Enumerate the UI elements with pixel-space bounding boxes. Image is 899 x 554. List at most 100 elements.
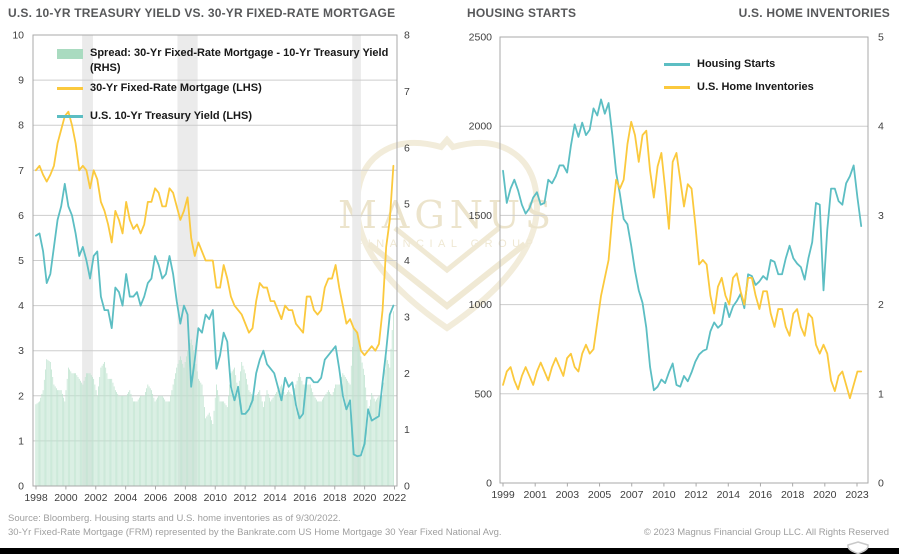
legend-label-spread: Spread: 30-Yr Fixed-Rate Mortgage - 10-Y… (90, 47, 389, 74)
series-line-2 (34, 182, 395, 458)
left-axis-labels: 0 500 1000 1500 2000 2500 (469, 32, 493, 490)
svg-text:4: 4 (404, 255, 410, 267)
svg-text:8: 8 (18, 120, 24, 132)
legend-label-housing-starts: Housing Starts (697, 58, 776, 70)
legend-label-inventories: U.S. Home Inventories (697, 81, 814, 93)
svg-text:2016: 2016 (293, 492, 317, 504)
svg-text:6: 6 (18, 210, 24, 222)
legend-item-housing-starts: Housing Starts (664, 57, 814, 72)
legend-item-spread: Spread: 30-Yr Fixed-Rate Mortgage - 10-Y… (57, 46, 409, 76)
housing-starts-inventories-chart: 0 500 1000 1500 2000 2500 0 1 2 3 4 5 1999 2001 2003 20… (469, 32, 884, 502)
inventories-swatch-icon (664, 86, 690, 89)
svg-text:2003: 2003 (556, 489, 580, 501)
svg-text:2: 2 (404, 368, 410, 380)
shield-outline (353, 135, 541, 332)
svg-text:1999: 1999 (491, 489, 515, 501)
svg-text:0: 0 (18, 481, 24, 493)
right-chart-title-left: HOUSING STARTS (467, 6, 577, 20)
legend-item-mortgage: 30-Yr Fixed-Rate Mortgage (LHS) (57, 81, 409, 96)
svg-text:2020: 2020 (353, 492, 377, 504)
svg-text:7: 7 (18, 165, 24, 177)
svg-text:2002: 2002 (84, 492, 108, 504)
svg-text:1: 1 (18, 435, 24, 447)
svg-text:2014: 2014 (717, 489, 741, 501)
source-note-line1: Source: Bloomberg. Housing starts and U.… (8, 513, 341, 524)
svg-text:2012: 2012 (233, 492, 257, 504)
svg-text:4: 4 (18, 300, 24, 312)
svg-text:1: 1 (404, 424, 410, 436)
svg-text:1: 1 (878, 388, 884, 400)
svg-text:2020: 2020 (813, 489, 837, 501)
svg-text:2006: 2006 (144, 492, 168, 504)
source-note-line2: 30-Yr Fixed-Rate Mortgage (FRM) represen… (8, 527, 502, 538)
svg-text:2008: 2008 (174, 492, 198, 504)
svg-text:5: 5 (404, 199, 410, 211)
svg-text:0: 0 (878, 478, 884, 490)
svg-text:2001: 2001 (524, 489, 548, 501)
svg-text:500: 500 (474, 388, 492, 400)
left-chart-title: U.S. 10-YR TREASURY YIELD VS. 30-YR FIXE… (8, 6, 396, 20)
spread-bars (35, 311, 394, 486)
copyright-note: © 2023 Magnus Financial Group LLC. All R… (643, 527, 889, 538)
svg-text:2014: 2014 (263, 492, 287, 504)
series-line-1 (502, 120, 863, 400)
right-axis-labels: 0 1 2 3 4 5 6 7 8 (404, 30, 410, 493)
svg-text:5: 5 (18, 255, 24, 267)
treasury-swatch-icon (57, 115, 83, 118)
svg-text:6: 6 (404, 142, 410, 154)
svg-text:0: 0 (404, 481, 410, 493)
right-chart-legend: Housing Starts U.S. Home Inventories (664, 57, 814, 103)
shield-chevron (367, 241, 527, 310)
svg-text:3: 3 (878, 210, 884, 222)
svg-text:2023: 2023 (845, 489, 869, 501)
svg-text:2012: 2012 (684, 489, 708, 501)
svg-text:0: 0 (486, 478, 492, 490)
svg-text:2: 2 (18, 390, 24, 402)
series-line-0 (502, 98, 863, 392)
svg-text:1998: 1998 (24, 492, 48, 504)
svg-text:4: 4 (878, 121, 884, 133)
svg-text:7: 7 (404, 86, 410, 98)
svg-text:2010: 2010 (652, 489, 676, 501)
svg-text:2500: 2500 (469, 32, 493, 44)
svg-text:2018: 2018 (781, 489, 805, 501)
shield-chevron-inner (393, 226, 501, 274)
treasury-vs-mortgage-chart: 0 1 2 3 4 5 6 7 8 9 10 0 1 2 3 4 5 6 7 8 1998 2000 2002 2004 200… (12, 30, 410, 505)
left-chart-legend: Spread: 30-Yr Fixed-Rate Mortgage - 10-Y… (57, 46, 409, 129)
svg-text:2: 2 (878, 299, 884, 311)
series-line-1 (34, 110, 395, 357)
plot-border (499, 36, 869, 484)
svg-text:2022: 2022 (383, 492, 407, 504)
svg-text:2005: 2005 (588, 489, 612, 501)
svg-text:1000: 1000 (469, 299, 493, 311)
right-axis-labels: 0 1 2 3 4 5 (878, 32, 884, 490)
legend-item-inventories: U.S. Home Inventories (664, 80, 814, 95)
legend-label-mortgage: 30-Yr Fixed-Rate Mortgage (LHS) (90, 82, 262, 94)
mortgage-swatch-icon (57, 87, 83, 90)
svg-text:2004: 2004 (114, 492, 138, 504)
svg-text:3: 3 (404, 311, 410, 323)
svg-text:9: 9 (18, 75, 24, 87)
bottom-black-bar (0, 548, 899, 554)
right-chart-title-right: U.S. HOME INVENTORIES (738, 6, 890, 20)
mini-shield-icon (847, 541, 869, 554)
svg-text:3: 3 (18, 345, 24, 357)
x-axis-labels: 1998 2000 2002 2004 2006 2008 2010 2012 2014 2016… (24, 486, 406, 504)
legend-item-treasury: U.S. 10-Yr Treasury Yield (LHS) (57, 109, 409, 124)
svg-text:2010: 2010 (204, 492, 228, 504)
left-axis-labels: 0 1 2 3 4 5 6 7 8 9 10 (12, 30, 24, 493)
svg-text:1500: 1500 (469, 210, 493, 222)
svg-text:10: 10 (12, 30, 24, 42)
svg-text:2016: 2016 (749, 489, 773, 501)
housing-starts-swatch-icon (664, 63, 690, 66)
svg-text:8: 8 (404, 30, 410, 42)
legend-label-treasury: U.S. 10-Yr Treasury Yield (LHS) (90, 110, 253, 122)
svg-text:2018: 2018 (323, 492, 347, 504)
svg-text:2000: 2000 (469, 121, 493, 133)
svg-text:2007: 2007 (620, 489, 644, 501)
watermark-tagline-text: FINANCIAL GROUP (356, 238, 539, 250)
spread-swatch-icon (57, 49, 83, 59)
svg-text:5: 5 (878, 32, 884, 44)
svg-text:2000: 2000 (54, 492, 78, 504)
